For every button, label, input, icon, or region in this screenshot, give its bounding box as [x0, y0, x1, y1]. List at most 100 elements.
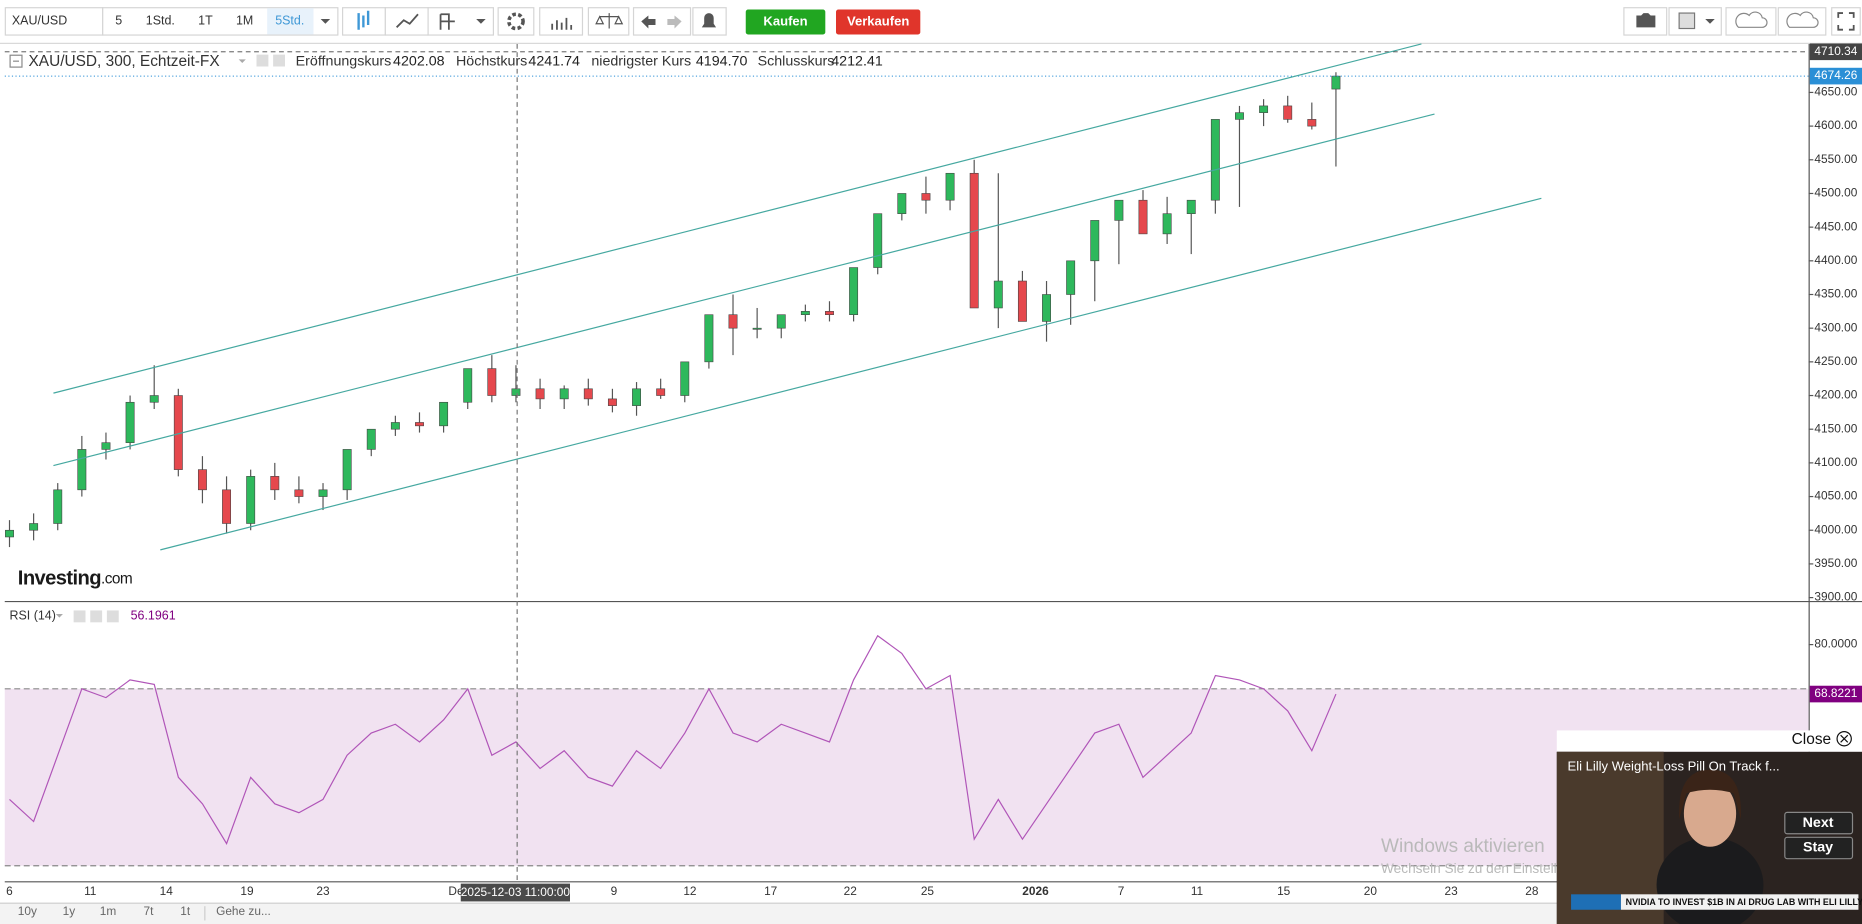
- rsi-last-box: [1809, 685, 1862, 703]
- bottom-bar: [0, 902, 1862, 924]
- candle-icon: [357, 10, 370, 30]
- range-button[interactable]: 1y: [63, 904, 76, 918]
- range-button[interactable]: 1t: [180, 904, 191, 918]
- interval-button[interactable]: 5: [115, 14, 122, 28]
- indicator-btn[interactable]: [539, 7, 584, 36]
- legend-icon[interactable]: [90, 610, 103, 623]
- candle-body: [197, 469, 207, 491]
- candle-body: [246, 476, 256, 524]
- ad-stay[interactable]: Stay: [1803, 840, 1833, 856]
- goto-button[interactable]: Gehe zu...: [216, 904, 271, 918]
- dropdown-arrow[interactable]: [55, 614, 63, 618]
- symbol-input[interactable]: [4, 7, 104, 36]
- symbol[interactable]: XAU/USD: [12, 14, 67, 28]
- interval-button[interactable]: 1M: [236, 14, 253, 28]
- dropdown-arrow[interactable]: [238, 59, 246, 63]
- buy-label[interactable]: Kaufen: [763, 13, 807, 28]
- ohlc-label: niedrigster Kurs: [591, 54, 691, 70]
- candle-body: [921, 193, 931, 201]
- candle-body: [101, 442, 111, 450]
- candle-body: [849, 267, 859, 316]
- legend-icon[interactable]: [256, 54, 269, 67]
- candle-body: [53, 489, 63, 524]
- interval-button[interactable]: 1T: [198, 14, 213, 28]
- cloud-load-btn[interactable]: [1725, 7, 1777, 36]
- range-button[interactable]: 10y: [18, 904, 37, 918]
- ad-close-icon[interactable]: [1836, 731, 1852, 747]
- template-icon: [1678, 12, 1696, 30]
- ohlc-label: Eröffnungskurs: [296, 54, 392, 70]
- y-tick-label: 4050.00: [1814, 489, 1857, 503]
- ad-ticker: NVIDIA TO INVEST $1B IN AI DRUG LAB WITH…: [1626, 897, 1862, 907]
- rsi-line: [9, 634, 1337, 845]
- ohlc-value: 4241.74: [528, 54, 580, 70]
- interval-button[interactable]: 1Std.: [146, 14, 175, 28]
- candle-body: [1017, 280, 1027, 322]
- price-marker-label: 4710.34: [1814, 44, 1857, 58]
- dropdown-arrow[interactable]: [476, 19, 486, 24]
- rsi-last-label: 68.8221: [1814, 686, 1857, 700]
- dropdown-arrow[interactable]: [1705, 19, 1715, 24]
- drawing-btn[interactable]: [427, 7, 494, 36]
- x-tick-label: 14: [160, 884, 174, 898]
- y-tick-label: 4200.00: [1814, 388, 1857, 402]
- rsi-layer: 80.0000 68.8221: [4, 634, 1862, 867]
- dropdown-arrow[interactable]: [320, 19, 331, 24]
- x-tick-label: 2026: [1022, 884, 1049, 898]
- active-interval-bg: [267, 8, 314, 35]
- candle-body: [294, 489, 304, 497]
- legend-icon[interactable]: [73, 610, 86, 623]
- drawing-icon: [439, 13, 455, 30]
- redo-icon[interactable]: [667, 15, 682, 29]
- cloud-save-btn[interactable]: [1777, 7, 1827, 36]
- candle-body: [535, 388, 545, 400]
- ad-close[interactable]: Close: [1792, 731, 1831, 748]
- ad-ticker-badge: [1571, 894, 1621, 910]
- range-button[interactable]: 7t: [143, 904, 154, 918]
- settings-btn[interactable]: [497, 7, 535, 36]
- x-tick-label: 15: [1277, 884, 1291, 898]
- line-icon: [395, 13, 419, 28]
- price-layer: 3900.00 3950.00 4000.00 4050.00 4100.00 4150.…: [4, 43, 1862, 604]
- video-ad: Close Eli Lilly Weight-Loss Pill On Trac…: [1556, 730, 1862, 924]
- toolbar: XAU/USD 5 1Std. 1T 1M 5Std. Kaufen Verka…: [0, 0, 1862, 44]
- buy-button[interactable]: [745, 9, 826, 35]
- candle-body: [1235, 112, 1244, 120]
- alert-icon: [701, 13, 717, 28]
- collapse-box[interactable]: [9, 54, 23, 68]
- candle-body: [270, 476, 280, 491]
- candle-body: [559, 388, 569, 400]
- legend-icon[interactable]: [273, 54, 285, 67]
- ad-close-x[interactable]: [1840, 734, 1849, 743]
- price-pane: [5, 44, 1810, 601]
- range-button[interactable]: 1m: [100, 904, 117, 918]
- ad-next-button[interactable]: [1784, 811, 1854, 835]
- legend-icon[interactable]: [106, 610, 119, 623]
- rsi-value: 56.1961: [131, 609, 176, 623]
- candle-body: [149, 395, 159, 403]
- candle-body: [77, 449, 87, 491]
- interval-button-active[interactable]: 5Std.: [275, 14, 304, 28]
- sell-button[interactable]: [836, 9, 921, 35]
- channel-upper: [53, 43, 1422, 394]
- candle-body: [993, 280, 1003, 309]
- candle-body: [1090, 220, 1100, 262]
- undo-icon[interactable]: [641, 15, 656, 29]
- logo-suffix: .com: [101, 571, 132, 588]
- logo-brand: Investing: [18, 568, 101, 590]
- rsi-band: [4, 688, 1809, 866]
- cloud-icon: [1735, 11, 1768, 28]
- fullscreen-btn[interactable]: [1831, 7, 1861, 36]
- candle-body: [1186, 199, 1196, 214]
- sell-label[interactable]: Verkaufen: [847, 13, 909, 28]
- ad-stay-button[interactable]: [1784, 836, 1854, 860]
- ad-next[interactable]: Next: [1803, 815, 1834, 831]
- indicator-icon: [551, 17, 573, 30]
- y-tick-label: 4550.00: [1814, 152, 1857, 166]
- candle-body: [800, 311, 810, 316]
- candle-body: [342, 449, 352, 491]
- x-tick-label: 19: [240, 884, 254, 898]
- y-tick-label: 3950.00: [1814, 556, 1857, 570]
